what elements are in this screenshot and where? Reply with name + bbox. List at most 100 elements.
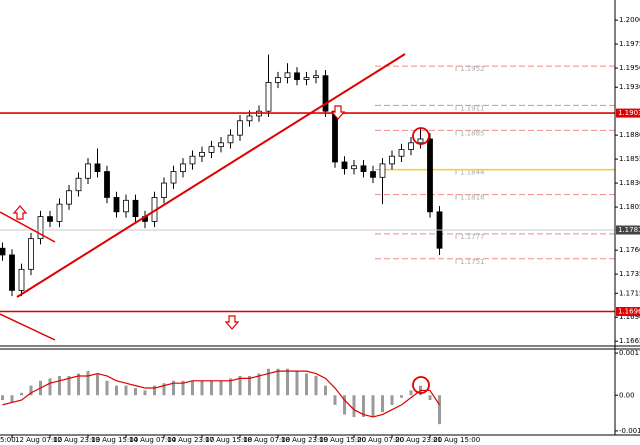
- x-tick-label: 20 Aug 07:00: [357, 436, 404, 444]
- macd-bar: [58, 375, 61, 396]
- candle-body: [0, 247, 6, 256]
- macd-bar: [29, 385, 33, 396]
- x-tick-label: 20 Aug 23:00: [395, 436, 442, 444]
- candle-body: [227, 134, 234, 144]
- candle-body: [408, 142, 414, 150]
- macd-bar: [153, 385, 156, 396]
- macd-bar: [257, 373, 261, 396]
- candle-body: [199, 151, 205, 157]
- candle-body: [47, 216, 53, 222]
- macd-bar: [210, 380, 213, 396]
- macd-bar: [115, 385, 118, 396]
- level-box: [616, 108, 640, 118]
- macd-bar: [333, 395, 337, 405]
- candle-body: [113, 197, 120, 213]
- x-tick-label: 21 Aug 15:00: [433, 436, 480, 444]
- level-label: 1.1696: [618, 307, 640, 315]
- candle-body: [208, 146, 215, 153]
- y-tick-label: 1.1950: [619, 64, 640, 72]
- fib-label: 1.1911: [460, 104, 485, 112]
- macd-bar: [172, 380, 175, 396]
- y-tick-label: 1.1805: [619, 203, 640, 211]
- macd-bar: [20, 392, 23, 396]
- candle-body: [417, 138, 424, 144]
- fib-label: 1.1844: [460, 169, 485, 177]
- candle-body: [170, 171, 177, 184]
- macd-bar: [77, 373, 80, 396]
- candle-body: [427, 138, 433, 213]
- level-box: [616, 306, 640, 316]
- macd-bar: [381, 395, 384, 413]
- macd-bar: [438, 395, 441, 425]
- macd-bar: [267, 368, 270, 396]
- candle-body: [180, 163, 186, 172]
- macd-bar: [124, 385, 128, 396]
- macd-bar: [305, 373, 308, 396]
- x-tick-label: 14 Aug 07:00: [129, 436, 176, 444]
- fib-label: 1.1952: [460, 65, 485, 73]
- macd-bar: [67, 375, 71, 396]
- candle-body: [161, 182, 167, 198]
- macd-bar: [238, 375, 242, 396]
- macd-bar: [181, 380, 185, 396]
- channel-line: [0, 313, 56, 341]
- macd-bar: [324, 385, 327, 396]
- fib-label: 1.1885: [460, 129, 485, 137]
- candle-body: [303, 77, 310, 80]
- macd-bar: [96, 373, 99, 396]
- y-tick-label: 0.00175: [619, 349, 640, 357]
- macd-bar: [362, 395, 365, 417]
- channel-line: [0, 211, 56, 243]
- x-tick-label: 17 Aug 15:00: [205, 436, 252, 444]
- candle-body: [104, 171, 110, 198]
- macd-bar: [390, 395, 394, 405]
- level-label: 1.1903: [618, 109, 640, 117]
- candle-body: [56, 203, 63, 222]
- candle-body: [94, 163, 101, 172]
- macd-bar: [143, 390, 147, 396]
- x-tick-label: 5:00: [0, 436, 16, 444]
- macd-bar: [295, 371, 299, 396]
- y-tick-label: 1.1975: [619, 40, 640, 48]
- signal-line: [2, 370, 441, 418]
- candle-body: [132, 199, 139, 218]
- candle-body: [379, 163, 386, 178]
- y-tick-label: 1.1880: [619, 131, 640, 139]
- candle-body: [313, 75, 319, 79]
- candle-body: [322, 75, 329, 112]
- macd-bar: [409, 390, 413, 396]
- candle-body: [66, 190, 72, 205]
- y-tick-label: 1.2000: [619, 16, 640, 24]
- macd-bar: [352, 395, 356, 417]
- macd-bar: [1, 395, 4, 401]
- macd-bar: [86, 371, 90, 396]
- macd-bar: [200, 380, 204, 396]
- candle-body: [123, 199, 129, 213]
- candle-body: [28, 238, 34, 270]
- x-tick-label: 12 Aug 23:00: [53, 436, 100, 444]
- candle-body: [218, 142, 224, 148]
- macd-bar: [248, 375, 251, 396]
- candle-body: [351, 165, 357, 170]
- frame: [0, 0, 640, 436]
- down-arrow: [224, 315, 240, 330]
- macd-bar: [191, 380, 194, 396]
- x-tick-label: 14 Aug 23:00: [167, 436, 214, 444]
- candle-body: [246, 115, 253, 122]
- candle-body: [294, 72, 300, 80]
- macd-bar: [162, 383, 166, 396]
- fib-label: 1.1751: [460, 258, 485, 266]
- y-tick-label: 1.1760: [619, 246, 640, 254]
- candle-body: [75, 177, 82, 192]
- y-tick-label: 1.1735: [619, 270, 640, 278]
- y-tick-label: 1.1855: [619, 155, 640, 163]
- macd-bar: [48, 378, 52, 396]
- macd-bar: [134, 388, 137, 396]
- candle-body: [9, 254, 15, 291]
- x-tick-label: 18 Aug 07:00: [243, 436, 290, 444]
- up-arrow: [12, 205, 28, 220]
- candle-body: [189, 155, 196, 165]
- fib-label: 1.1818: [460, 194, 485, 202]
